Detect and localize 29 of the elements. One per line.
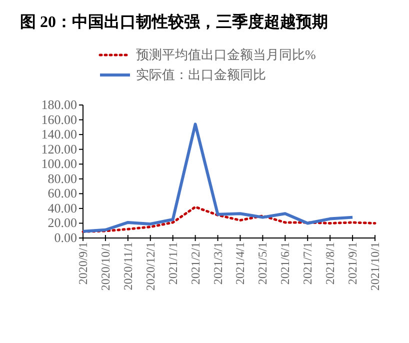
x-tick-label: 2021/3/1	[210, 242, 225, 285]
x-tick-label: 2021/4/1	[233, 242, 248, 285]
line-series	[82, 122, 354, 233]
chart-title: 图 20：中国出口韧性较强，三季度超越预期	[20, 12, 328, 31]
y-tick-label: 60.00	[48, 186, 77, 201]
x-tick-label: 2020/9/1	[76, 242, 90, 285]
y-tick-label: 120.00	[41, 141, 77, 156]
y-tick-label: 180.00	[41, 97, 77, 112]
x-tick-label: 2021/5/1	[256, 242, 270, 285]
x-tick-label: 2021/2/1	[188, 242, 202, 285]
x-tick-label: 2021/8/1	[323, 242, 338, 285]
y-tick-label: 100.00	[41, 156, 77, 172]
y-tick-label: 140.00	[41, 126, 77, 142]
x-tick-label: 2020/12/1	[143, 242, 158, 291]
y-tick-label: 80.00	[48, 170, 77, 186]
x-tick-label: 2021/9/1	[346, 242, 360, 285]
legend-label: 预测平均值出口金额当月同比%	[136, 47, 316, 62]
y-tick-label: 20.00	[48, 215, 77, 230]
x-tick-label: 2020/10/1	[98, 242, 112, 291]
y-tick-label: 40.00	[48, 200, 77, 216]
legend-label: 实际值：出口金额同比	[136, 67, 266, 82]
x-tick-label: 2021/10/1	[368, 242, 382, 291]
x-tick-label: 2020/11/1	[120, 242, 135, 290]
x-tick-label: 2021/7/1	[300, 242, 315, 285]
y-tick-label: 160.00	[41, 112, 77, 127]
line-series	[82, 206, 376, 233]
x-tick-label: 2021/1/1	[166, 242, 180, 285]
y-tick-label: 0.00	[54, 230, 77, 245]
x-tick-label: 2021/6/1	[278, 242, 292, 285]
